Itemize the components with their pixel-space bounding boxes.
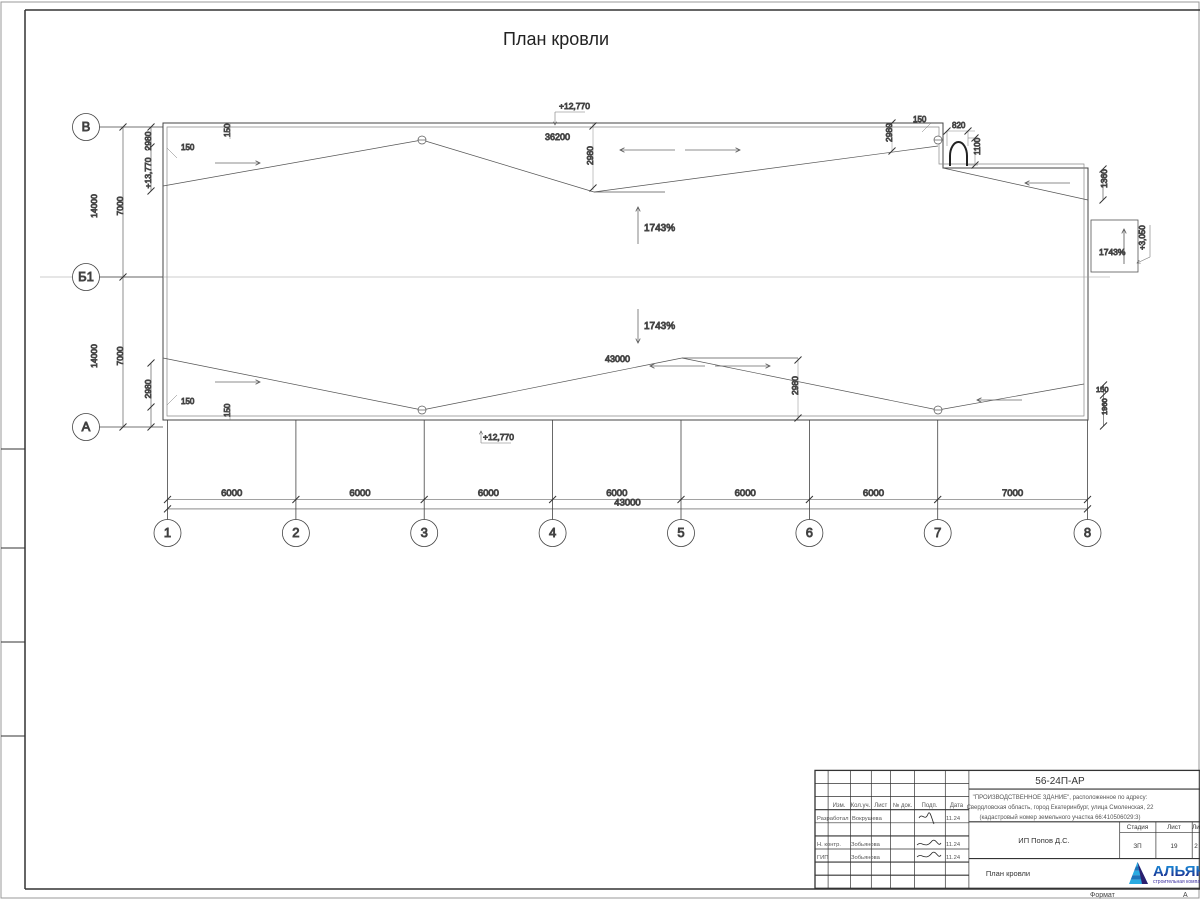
svg-text:1743%: 1743% bbox=[644, 321, 675, 332]
svg-text:1100: 1100 bbox=[973, 137, 982, 155]
svg-text:Лист: Лист bbox=[874, 803, 887, 809]
svg-text:6000: 6000 bbox=[478, 488, 499, 499]
svg-text:43000: 43000 bbox=[605, 354, 630, 364]
svg-text:Зобьянова: Зобьянова bbox=[851, 855, 881, 861]
svg-text:6000: 6000 bbox=[863, 488, 884, 499]
svg-text:План кровли: План кровли bbox=[986, 869, 1030, 878]
svg-text:150: 150 bbox=[1096, 385, 1109, 394]
svg-text:150: 150 bbox=[913, 115, 927, 124]
svg-text:Разработал: Разработал bbox=[817, 816, 849, 822]
svg-text:А: А bbox=[82, 419, 91, 434]
svg-text:Н. контр.: Н. контр. bbox=[817, 842, 841, 848]
svg-text:7000: 7000 bbox=[115, 196, 125, 215]
svg-text:2980: 2980 bbox=[143, 379, 153, 398]
svg-text:Формат: Формат bbox=[1090, 892, 1116, 899]
svg-text:"ПРОИЗВОДСТВЕННОЕ ЗДАНИЕ", рас: "ПРОИЗВОДСТВЕННОЕ ЗДАНИЕ", расположенное… bbox=[973, 795, 1148, 801]
svg-text:Подп.: Подп. bbox=[922, 803, 938, 809]
svg-text:1: 1 bbox=[164, 525, 171, 540]
svg-text:Ли: Ли bbox=[1192, 824, 1200, 831]
svg-text:4: 4 bbox=[549, 525, 556, 540]
svg-text:3: 3 bbox=[421, 525, 428, 540]
svg-text:43000: 43000 bbox=[614, 498, 640, 509]
svg-text:2: 2 bbox=[292, 525, 299, 540]
svg-text:Вокрушева: Вокрушева bbox=[852, 816, 883, 822]
svg-text:5: 5 bbox=[677, 525, 684, 540]
svg-text:2980: 2980 bbox=[143, 131, 153, 150]
svg-text:14000: 14000 bbox=[89, 194, 99, 218]
svg-text:(кадастровый номер земельного: (кадастровый номер земельного участка 66… bbox=[980, 814, 1141, 821]
svg-text:6: 6 bbox=[806, 525, 813, 540]
svg-text:строительная компания: строительная компания bbox=[1153, 879, 1200, 885]
svg-text:6000: 6000 bbox=[221, 488, 242, 499]
svg-text:11.24: 11.24 bbox=[946, 855, 961, 861]
svg-text:150: 150 bbox=[223, 403, 232, 417]
svg-text:Свердловская область, город Ек: Свердловская область, город Екатеринбург… bbox=[967, 805, 1155, 811]
svg-text:6000: 6000 bbox=[349, 488, 370, 499]
svg-text:150: 150 bbox=[181, 397, 195, 406]
svg-text:№ док.: № док. bbox=[893, 802, 913, 809]
svg-text:1360: 1360 bbox=[1099, 169, 1109, 188]
svg-text:1960: 1960 bbox=[1100, 398, 1109, 415]
svg-text:ГИП: ГИП bbox=[817, 855, 828, 861]
svg-text:АЛЬЯНС: АЛЬЯНС bbox=[1153, 863, 1200, 880]
svg-text:ЗП: ЗП bbox=[1133, 843, 1142, 850]
svg-text:В: В bbox=[82, 119, 91, 134]
svg-text:19: 19 bbox=[1170, 843, 1178, 850]
svg-text:2980: 2980 bbox=[790, 376, 800, 395]
svg-text:2980: 2980 bbox=[585, 146, 595, 165]
svg-text:7000: 7000 bbox=[1002, 488, 1023, 499]
svg-text:150: 150 bbox=[181, 143, 195, 152]
svg-text:36200: 36200 bbox=[545, 132, 570, 142]
svg-text:820: 820 bbox=[952, 121, 966, 130]
svg-text:11.24: 11.24 bbox=[946, 816, 961, 822]
svg-text:Лист: Лист bbox=[1167, 824, 1181, 831]
svg-text:Стадия: Стадия bbox=[1127, 824, 1148, 831]
svg-text:1743%: 1743% bbox=[644, 223, 675, 234]
svg-text:1743%: 1743% bbox=[1099, 247, 1126, 257]
svg-text:+12,770: +12,770 bbox=[559, 101, 590, 111]
svg-text:6000: 6000 bbox=[735, 488, 756, 499]
svg-text:ИП Попов Д.С.: ИП Попов Д.С. bbox=[1018, 836, 1069, 845]
svg-text:7: 7 bbox=[934, 525, 941, 540]
svg-text:8: 8 bbox=[1084, 525, 1091, 540]
svg-text:7000: 7000 bbox=[115, 346, 125, 365]
svg-text:2: 2 bbox=[1194, 843, 1198, 850]
svg-text:11.24: 11.24 bbox=[946, 842, 961, 848]
svg-text:План кровли: План кровли bbox=[503, 29, 609, 49]
svg-text:+3,050: +3,050 bbox=[1138, 225, 1147, 250]
svg-text:А: А bbox=[1183, 892, 1188, 899]
svg-text:Дата: Дата bbox=[950, 803, 964, 809]
svg-text:+12,770: +12,770 bbox=[483, 432, 514, 442]
svg-text:Б1: Б1 bbox=[78, 269, 94, 284]
svg-text:56-24П-АР: 56-24П-АР bbox=[1035, 776, 1085, 787]
svg-text:150: 150 bbox=[223, 123, 232, 137]
svg-text:+13,770: +13,770 bbox=[143, 157, 153, 188]
svg-text:14000: 14000 bbox=[89, 344, 99, 368]
svg-text:2980: 2980 bbox=[884, 123, 894, 142]
svg-text:Изм.: Изм. bbox=[833, 803, 846, 809]
svg-text:Зобьянова: Зобьянова bbox=[851, 842, 881, 848]
svg-text:Кол.уч.: Кол.уч. bbox=[851, 803, 871, 809]
